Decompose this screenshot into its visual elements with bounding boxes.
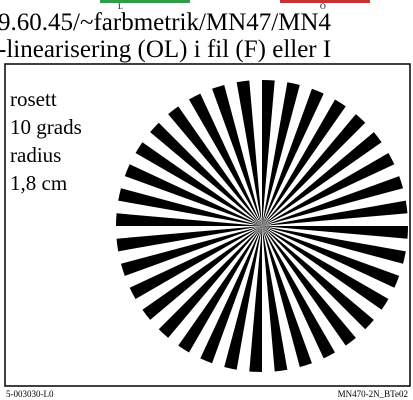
caption-line: rosett (10, 87, 57, 111)
siemens-star (116, 80, 408, 372)
header-line: -linearisering (OL) i fil (F) eller I (0, 36, 331, 63)
star-wedges (116, 80, 408, 372)
caption-line: 1,8 cm (10, 171, 67, 195)
footer-right: MN470-2N_BTe02 (338, 389, 408, 399)
footer-left: 5-003030-L0 (6, 389, 54, 399)
caption-line: radius (10, 143, 61, 167)
mark-l: L (118, 2, 123, 11)
figure-frame (4, 63, 411, 387)
mark-o: O (320, 2, 326, 11)
header-line: 9.60.45/~farbmetrik/MN47/MN4 (0, 9, 331, 36)
caption-line: 10 grads (10, 115, 82, 139)
